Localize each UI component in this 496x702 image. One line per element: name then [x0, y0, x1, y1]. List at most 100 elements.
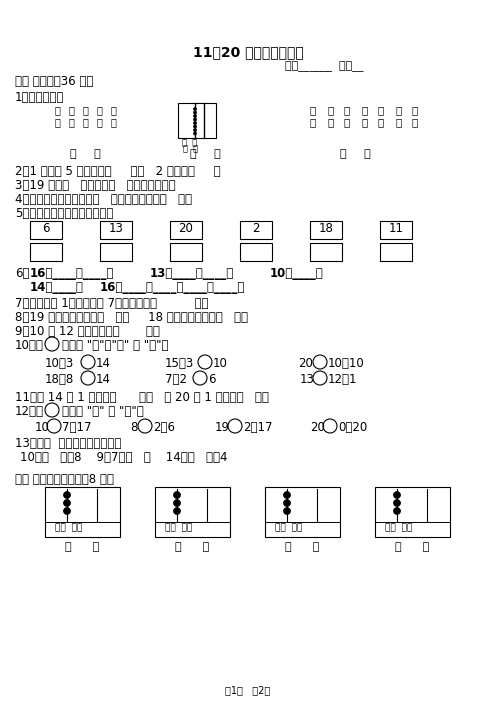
Bar — [45, 487, 120, 537]
Text: 12＋1: 12＋1 — [328, 373, 358, 386]
Text: （      ）: （ ） — [65, 542, 99, 552]
Circle shape — [63, 491, 70, 498]
Bar — [170, 221, 202, 239]
Text: 20: 20 — [298, 357, 313, 370]
Text: 🍄: 🍄 — [327, 105, 333, 115]
Text: 10＋3: 10＋3 — [45, 357, 74, 370]
Text: 10、在: 10、在 — [15, 339, 44, 352]
Text: 十位  个位: 十位 个位 — [275, 523, 302, 532]
Bar — [380, 243, 412, 261]
Circle shape — [63, 500, 70, 507]
Text: 一、 填空。（36 分）: 一、 填空。（36 分） — [15, 75, 93, 88]
Text: 1、看图写数。: 1、看图写数。 — [15, 91, 64, 104]
Text: 第1页   共2页: 第1页 共2页 — [225, 685, 271, 695]
Bar — [380, 221, 412, 239]
Circle shape — [284, 491, 291, 498]
Text: 里填上 "＋" 或 "－"。: 里填上 "＋" 或 "－"。 — [62, 405, 144, 418]
Circle shape — [284, 508, 291, 515]
Text: 3、19 是由（   ）个十和（   ）个一组成的。: 3、19 是由（ ）个十和（ ）个一组成的。 — [15, 179, 176, 192]
Text: 6: 6 — [42, 222, 50, 235]
Text: （     ）: （ ） — [189, 149, 220, 159]
Circle shape — [174, 508, 181, 515]
Text: 🍎: 🍎 — [55, 105, 61, 115]
Text: 🍄: 🍄 — [378, 117, 384, 127]
Circle shape — [193, 121, 196, 124]
Text: 10、____。: 10、____。 — [270, 267, 324, 280]
Text: 十位  个位: 十位 个位 — [385, 523, 412, 532]
Bar — [170, 243, 202, 261]
Circle shape — [193, 118, 196, 121]
Text: 🍄: 🍄 — [361, 117, 367, 127]
Text: 13: 13 — [109, 222, 124, 235]
Circle shape — [193, 107, 196, 110]
Text: （      ）: （ ） — [285, 542, 319, 552]
Text: 20: 20 — [310, 421, 325, 434]
Bar — [30, 221, 62, 239]
Circle shape — [393, 491, 400, 498]
Text: 11: 11 — [388, 222, 404, 235]
Bar — [240, 221, 272, 239]
Text: 20: 20 — [179, 222, 193, 235]
Text: 8: 8 — [130, 421, 137, 434]
Bar — [155, 487, 230, 537]
Text: 里填上 "＞"、"＜" 或 "＝"。: 里填上 "＞"、"＜" 或 "＝"。 — [62, 339, 169, 352]
Text: （      ）: （ ） — [175, 542, 209, 552]
Circle shape — [393, 508, 400, 515]
Text: 🍄: 🍄 — [412, 105, 418, 115]
Text: 14: 14 — [96, 357, 111, 370]
Text: 🍄: 🍄 — [310, 117, 316, 127]
Text: 7＝17: 7＝17 — [62, 421, 91, 434]
Text: 10: 10 — [35, 421, 50, 434]
Bar — [310, 243, 342, 261]
Text: 🍎: 🍎 — [97, 105, 103, 115]
Text: 4、从右边起，第一位是（   ）位，第二位是（   ）。: 4、从右边起，第一位是（ ）位，第二位是（ ）。 — [15, 193, 192, 206]
Text: 16、____、____、: 16、____、____、 — [30, 267, 115, 280]
Text: （     ）: （ ） — [340, 149, 371, 159]
Bar — [240, 243, 272, 261]
Text: 🍎: 🍎 — [83, 117, 89, 127]
Text: 6、: 6、 — [15, 267, 29, 280]
Circle shape — [284, 500, 291, 507]
Text: 16、____、____、____、____。: 16、____、____、____、____。 — [100, 281, 246, 294]
Circle shape — [193, 114, 196, 117]
Text: 🍄: 🍄 — [327, 117, 333, 127]
Text: 12、在: 12、在 — [15, 405, 44, 418]
Text: 2＝17: 2＝17 — [243, 421, 272, 434]
Text: 🍄: 🍄 — [395, 117, 401, 127]
Text: 十位  个位: 十位 个位 — [55, 523, 82, 532]
Text: 7、十位上是 1，个位上是 7，这个数是（          ）。: 7、十位上是 1，个位上是 7，这个数是（ ）。 — [15, 297, 208, 310]
Circle shape — [393, 500, 400, 507]
Text: 10: 10 — [213, 357, 228, 370]
Text: 15－3: 15－3 — [165, 357, 194, 370]
Bar — [375, 487, 450, 537]
Text: 🍎: 🍎 — [97, 117, 103, 127]
Circle shape — [193, 125, 196, 128]
Text: 11、比 14 多 1 的数是（      ）。   比 20 少 1 的数是（   ）。: 11、比 14 多 1 的数是（ ）。 比 20 少 1 的数是（ ）。 — [15, 391, 269, 404]
Circle shape — [63, 508, 70, 515]
Text: 13、在（  ）里填上合适的数。: 13、在（ ）里填上合适的数。 — [15, 437, 122, 450]
Text: 🍎: 🍎 — [55, 117, 61, 127]
Text: 7＋2: 7＋2 — [165, 373, 187, 386]
Circle shape — [193, 111, 196, 114]
Text: 位  位: 位 位 — [183, 144, 198, 153]
Text: 2＝6: 2＝6 — [153, 421, 175, 434]
Circle shape — [193, 132, 196, 135]
Text: 十  个: 十 个 — [182, 138, 197, 147]
Text: 🍄: 🍄 — [344, 117, 350, 127]
Text: 13、____、____、: 13、____、____、 — [150, 267, 234, 280]
Circle shape — [174, 500, 181, 507]
Text: 18－8: 18－8 — [45, 373, 74, 386]
Text: 班级______  姓名__: 班级______ 姓名__ — [285, 61, 364, 72]
Text: 🍎: 🍎 — [111, 117, 117, 127]
Text: 11～20 各数的认识检测: 11～20 各数的认识检测 — [192, 45, 304, 59]
Bar — [265, 487, 340, 537]
Text: （      ）: （ ） — [395, 542, 429, 552]
Bar — [310, 221, 342, 239]
Text: 🍎: 🍎 — [83, 105, 89, 115]
Bar — [100, 221, 132, 239]
Text: 🍄: 🍄 — [395, 105, 401, 115]
Circle shape — [193, 128, 196, 131]
Text: 5、按从大到小的顺序排一排。: 5、按从大到小的顺序排一排。 — [15, 207, 114, 220]
Text: 🍎: 🍎 — [69, 117, 75, 127]
Circle shape — [174, 491, 181, 498]
